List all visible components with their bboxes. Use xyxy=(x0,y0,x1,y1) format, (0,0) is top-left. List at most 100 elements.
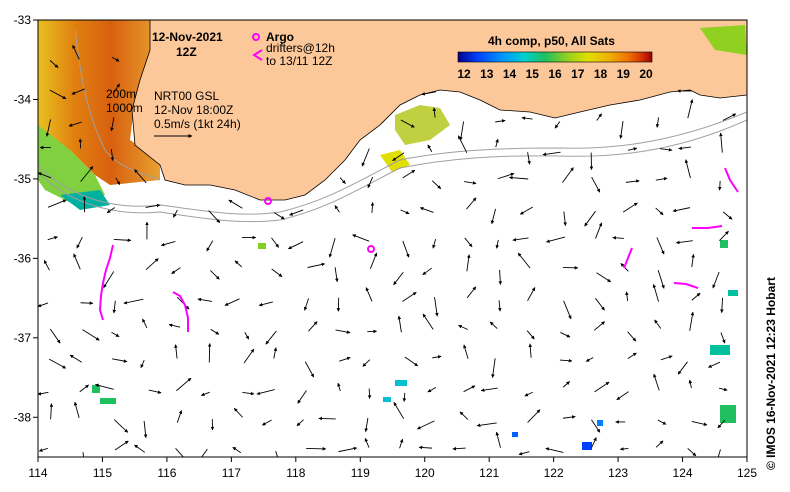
current-arrow xyxy=(625,179,640,183)
current-arrow xyxy=(584,210,596,227)
current-arrow xyxy=(318,416,336,421)
current-arrow xyxy=(653,373,660,391)
sst-leeuwin-current xyxy=(38,20,160,185)
y-tick-label: -35 xyxy=(14,172,32,186)
current-arrow xyxy=(722,211,733,220)
current-arrow xyxy=(168,323,181,328)
x-tick-label: 114 xyxy=(28,466,47,480)
current-arrow xyxy=(627,147,638,151)
current-arrow xyxy=(402,392,407,402)
current-arrow xyxy=(273,212,285,220)
current-arrow xyxy=(517,252,531,269)
x-tick-label: 117 xyxy=(222,466,241,480)
current-arrow xyxy=(421,91,436,96)
current-arrow xyxy=(652,284,659,302)
colorbar-title: 4h comp, p50, All Sats xyxy=(488,34,615,48)
current-arrow xyxy=(400,209,410,215)
current-arrow xyxy=(160,241,176,247)
current-arrow xyxy=(524,391,533,397)
current-arrow xyxy=(369,252,378,269)
current-arrow xyxy=(691,292,701,301)
current-arrow xyxy=(134,444,146,453)
y-tick-label: -36 xyxy=(14,251,32,265)
drifter-track xyxy=(623,247,633,269)
current-arrow xyxy=(334,267,339,283)
current-arrow xyxy=(258,301,273,307)
x-axis: 114 115 116 117 118 119 120 121 122 123 124 125 xyxy=(28,457,757,480)
current-arrow xyxy=(546,236,566,243)
current-arrow xyxy=(464,181,477,185)
current-arrow xyxy=(243,348,255,364)
current-arrow xyxy=(45,119,51,137)
sst-pixel xyxy=(383,397,391,402)
current-arrow xyxy=(498,269,503,285)
current-arrow xyxy=(452,446,466,451)
current-arrow xyxy=(114,440,129,451)
current-arrow xyxy=(562,167,574,183)
currents-scale: 0.5m/s (1kt 24h) xyxy=(154,117,241,131)
current-arrow xyxy=(622,202,638,213)
map-time: 12Z xyxy=(176,45,197,59)
current-arrow xyxy=(82,452,85,457)
current-arrow xyxy=(71,88,85,95)
current-arrow xyxy=(490,208,497,225)
current-arrow xyxy=(495,119,506,123)
isobath-west xyxy=(74,29,161,181)
current-arrow xyxy=(397,315,402,333)
current-arrow xyxy=(654,319,662,329)
current-arrow xyxy=(689,311,695,331)
colorbar-tick-label: 15 xyxy=(526,67,540,81)
x-tick-label: 121 xyxy=(479,466,499,480)
current-arrow xyxy=(596,272,612,283)
x-tick-label: 116 xyxy=(157,466,176,480)
sst-pixel xyxy=(100,398,116,404)
current-arrow xyxy=(228,199,243,209)
current-arrow xyxy=(489,321,498,329)
current-arrow xyxy=(38,391,49,396)
current-arrow xyxy=(542,151,561,156)
current-arrow xyxy=(717,419,726,429)
current-arrow xyxy=(427,144,433,153)
current-arrow xyxy=(197,297,213,302)
current-arrow xyxy=(422,313,434,330)
current-arrow xyxy=(563,300,572,320)
drifter-track xyxy=(724,167,739,193)
current-arrow xyxy=(148,389,162,394)
current-arrow xyxy=(593,321,605,331)
current-arrow xyxy=(422,267,432,276)
current-arrow xyxy=(200,391,210,396)
x-tick-label: 123 xyxy=(608,466,628,480)
current-arrow xyxy=(244,332,250,340)
currents-time: 12-Nov 18:00Z xyxy=(154,103,233,117)
sst-patch-green xyxy=(38,125,105,205)
current-arrow xyxy=(718,387,728,392)
x-tick-label: 118 xyxy=(286,466,305,480)
current-arrow xyxy=(303,298,310,311)
current-arrow xyxy=(612,236,624,240)
current-arrow xyxy=(289,209,304,216)
colorbar-tick-label: 16 xyxy=(548,67,562,81)
argo-float-marker xyxy=(367,245,375,253)
current-arrow xyxy=(687,99,694,119)
current-arrow xyxy=(308,321,318,332)
land-australia xyxy=(131,20,747,201)
current-arrow xyxy=(717,180,722,191)
isobath-label-1000: 1000m xyxy=(106,101,143,115)
current-arrow xyxy=(591,437,597,448)
current-arrow xyxy=(708,361,721,368)
current-arrow xyxy=(627,352,637,360)
current-arrow xyxy=(657,269,665,289)
current-arrow xyxy=(402,169,416,179)
isobath-200m xyxy=(38,111,747,215)
drifter-track xyxy=(98,244,114,321)
current-arrow xyxy=(393,271,404,286)
sst-patch-bight-1 xyxy=(395,105,450,145)
current-arrow xyxy=(595,298,605,311)
current-arrow xyxy=(656,237,665,255)
current-arrow xyxy=(271,237,280,248)
current-arrow xyxy=(172,209,178,218)
current-arrow xyxy=(458,324,468,330)
current-arrow xyxy=(362,359,371,367)
current-arrow xyxy=(512,237,529,242)
current-arrow xyxy=(171,267,181,275)
